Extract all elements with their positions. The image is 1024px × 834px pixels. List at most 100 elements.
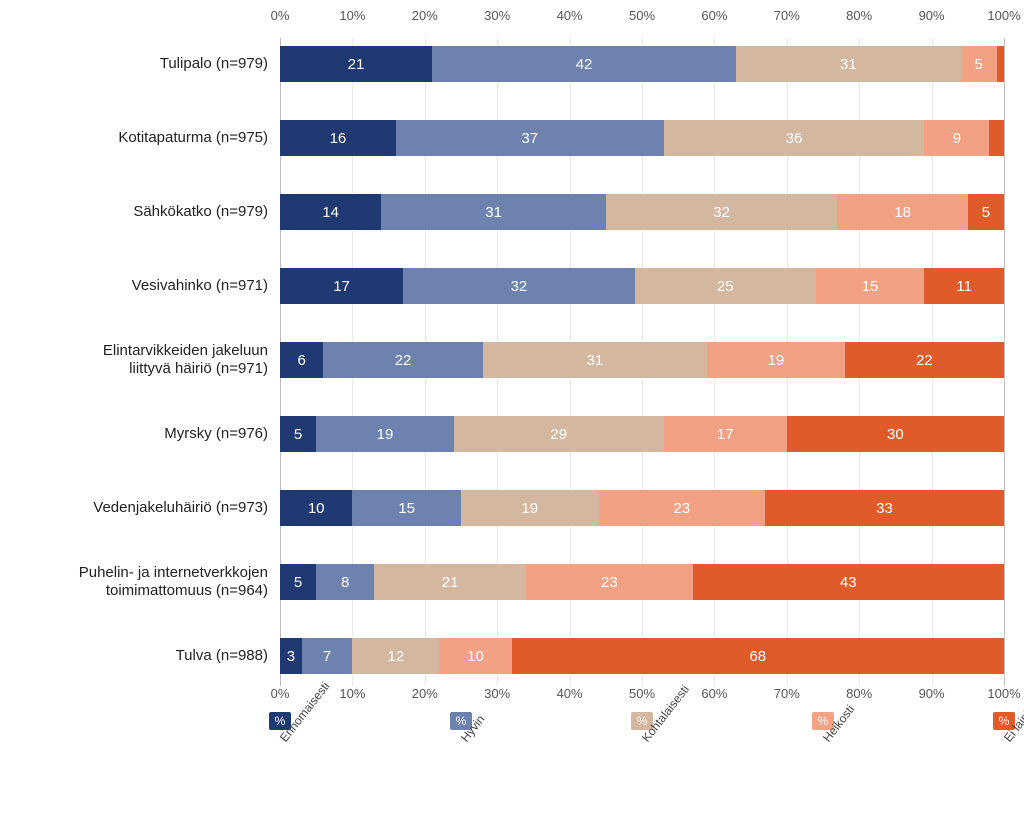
axis-tick: 90%: [919, 686, 945, 701]
table-row: Tulipalo (n=979) 21 42 31 51: [0, 38, 1024, 90]
bar-value: 32: [713, 204, 730, 221]
table-row: Tulva (n=988)37121068: [0, 630, 1024, 682]
bar-segment-hyvin: 32: [403, 268, 635, 304]
bar-value: 21: [348, 56, 365, 73]
axis-tick: 10%: [339, 8, 365, 23]
bar-segment-ei_lainkaan: 11: [924, 268, 1004, 304]
bar-value: 12: [387, 648, 404, 665]
axis-tick: 80%: [846, 686, 872, 701]
bar-value: 30: [887, 426, 904, 443]
bar-segment-erinomaisesti: 17: [280, 268, 403, 304]
axis-tick: 100%: [987, 8, 1020, 23]
bar-segment-erinomaisesti: 5: [280, 416, 316, 452]
bar-segment-heikosti: 19: [707, 342, 845, 378]
bar-value: 37: [521, 130, 538, 147]
table-row: Vesivahinko (n=971) 17 32 25 15 11: [0, 260, 1024, 312]
bar-value: 31: [840, 56, 857, 73]
axis-tick: 60%: [701, 8, 727, 23]
bar-value: 18: [894, 204, 911, 221]
axis-tick: 0%: [271, 8, 290, 23]
bar-value: 68: [749, 648, 766, 665]
category-label: Sähkökatko (n=979): [0, 203, 268, 221]
axis-tick: 30%: [484, 8, 510, 23]
bar-value: 42: [576, 56, 593, 73]
bar-segment-heikosti: 18: [837, 194, 967, 230]
stacked-bar: 21 42 31 51: [280, 46, 1004, 82]
axis-tick: 80%: [846, 8, 872, 23]
bar-segment-ei_lainkaan: 33: [765, 490, 1004, 526]
category-label: Puhelin- ja internetverkkojen toimimatto…: [0, 564, 268, 600]
bar-value: 15: [862, 278, 879, 295]
legend-item-erinomaisesti: %Erinomaisesti: [269, 712, 389, 730]
axis-tick: 70%: [774, 8, 800, 23]
legend-item-ei_lainkaan: %Ei lainkaan: [993, 712, 1024, 730]
category-label: Kotitapaturma (n=975): [0, 129, 268, 147]
legend-item-kohtalaisesti: %Kohtalaisesti: [631, 712, 751, 730]
bar-value: 36: [786, 130, 803, 147]
axis-tick: 10%: [339, 686, 365, 701]
bar-segment-kohtalaisesti: 29: [454, 416, 664, 452]
bar-segment-heikosti: 9: [924, 120, 989, 156]
table-row: Myrsky (n=976)519291730: [0, 408, 1024, 460]
bar-segment-hyvin: 7: [302, 638, 353, 674]
bar-segment-heikosti: 17: [664, 416, 787, 452]
bar-segment-kohtalaisesti: 36: [664, 120, 925, 156]
bar-segment-hyvin: 15: [352, 490, 461, 526]
bar-value: 8: [341, 574, 349, 591]
bar-value: 5: [982, 204, 990, 221]
stacked-bar: 5 8 21 23 43: [280, 564, 1004, 600]
bar-segment-erinomaisesti: 5: [280, 564, 316, 600]
bar-segment-erinomaisesti: 10: [280, 490, 352, 526]
bar-segment-kohtalaisesti: 25: [635, 268, 816, 304]
bar-segment-heikosti: 23: [526, 564, 693, 600]
bar-segment-hyvin: 31: [381, 194, 605, 230]
bar-segment-ei_lainkaan: 43: [693, 564, 1004, 600]
bar-segment-hyvin: 8: [316, 564, 374, 600]
bar-segment-hyvin: 19: [316, 416, 454, 452]
bar-value: 17: [717, 426, 734, 443]
bar-value: 10: [467, 648, 484, 665]
bar-value: 19: [768, 352, 785, 369]
bar-segment-kohtalaisesti: 21: [374, 564, 526, 600]
bar-value: 23: [601, 574, 618, 591]
bar-value: 5: [294, 574, 302, 591]
bar-value: 19: [521, 500, 538, 517]
bar-segment-heikosti: 23: [599, 490, 766, 526]
bar-segment-ei_lainkaan: 30: [787, 416, 1004, 452]
axis-tick: 70%: [774, 686, 800, 701]
bar-value: 14: [322, 204, 339, 221]
bar-rows: Tulipalo (n=979)21423151Kotitapaturma (n…: [0, 38, 1024, 704]
axis-tick: 0%: [271, 686, 290, 701]
bar-value: 21: [442, 574, 459, 591]
table-row: Kotitapaturma (n=975)16373692: [0, 112, 1024, 164]
bar-value: 10: [308, 500, 325, 517]
legend-item-hyvin: %Hyvin: [450, 712, 570, 730]
axis-tick: 40%: [557, 8, 583, 23]
bar-segment-ei_lainkaan: 1: [997, 46, 1004, 82]
bar-segment-kohtalaisesti: 31: [483, 342, 707, 378]
stacked-bar: 14 31 32 18 5: [280, 194, 1004, 230]
bar-value: 9: [953, 130, 961, 147]
bar-value: 7: [323, 648, 331, 665]
bar-value: 31: [587, 352, 604, 369]
bar-value: 6: [298, 352, 306, 369]
bar-value: 22: [916, 352, 933, 369]
table-row: Elintarvikkeiden jakeluun liittyvä häiri…: [0, 334, 1024, 386]
bar-segment-heikosti: 10: [439, 638, 511, 674]
bar-value: 32: [511, 278, 528, 295]
bar-value: 43: [840, 574, 857, 591]
axis-tick: 90%: [919, 8, 945, 23]
x-axis-top: 0%10%20%30%40%50%60%70%80%90%100%: [280, 8, 1004, 28]
category-label: Vesivahinko (n=971): [0, 277, 268, 295]
category-label: Elintarvikkeiden jakeluun liittyvä häiri…: [0, 342, 268, 378]
bar-value: 31: [485, 204, 502, 221]
category-label: Tulipalo (n=979): [0, 55, 268, 73]
stacked-bar: 17 32 25 15 11: [280, 268, 1004, 304]
bar-segment-ei_lainkaan: 68: [512, 638, 1004, 674]
bar-segment-hyvin: 42: [432, 46, 736, 82]
bar-segment-erinomaisesti: 3: [280, 638, 302, 674]
stacked-bar: 3 7 12 10 68: [280, 638, 1004, 674]
table-row: Vedenjakeluhäiriö (n=973)1015192333: [0, 482, 1024, 534]
stacked-bar: 51929 17 30: [280, 416, 1004, 452]
bar-segment-heikosti: 5: [961, 46, 997, 82]
